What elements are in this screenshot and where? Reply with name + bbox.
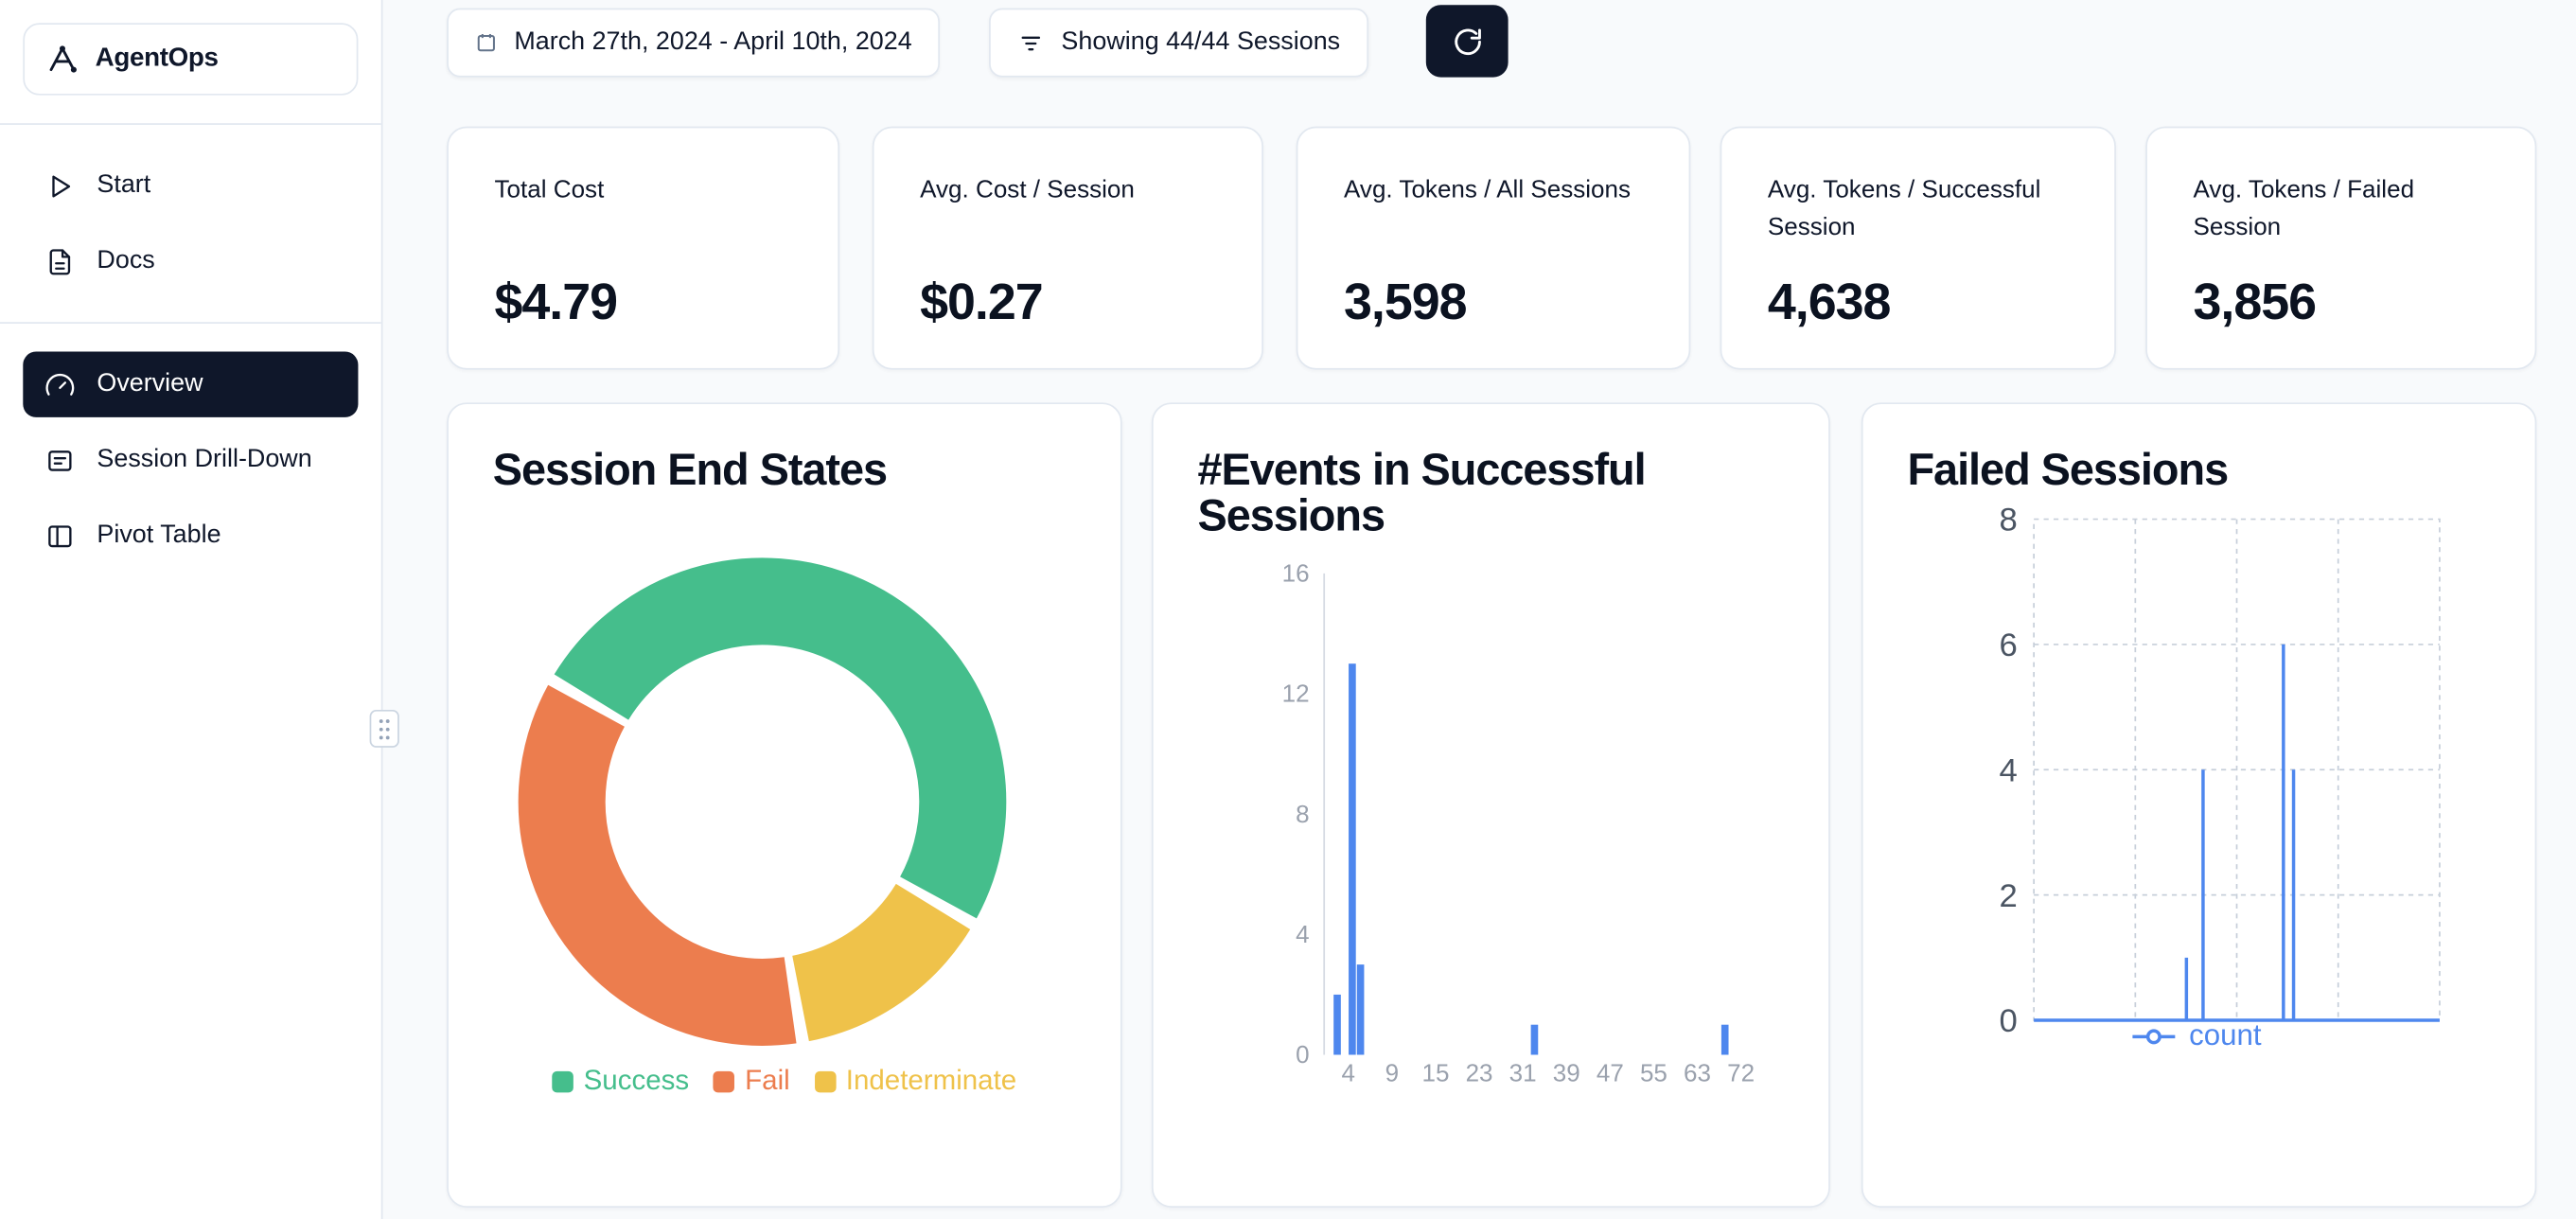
stat-label: Avg. Tokens / Successful Session — [1767, 175, 2041, 242]
app-name: AgentOps — [95, 44, 219, 73]
gauge-icon — [44, 369, 76, 400]
legend-label: Indeterminate — [845, 1064, 1017, 1096]
events-in-successful-sessions-card: #Events in Successful Sessions 0 4 8 12 16 4 9… — [1151, 402, 1830, 1208]
play-icon — [44, 170, 76, 202]
line-legend-marker-icon — [2133, 1028, 2177, 1044]
line-chart-legend[interactable]: count — [1994, 1018, 2400, 1052]
svg-text:55: 55 — [1640, 1058, 1667, 1086]
sidebar-item-session-drill-down[interactable]: Session Drill-Down — [23, 427, 358, 492]
date-range-label: March 27th, 2024 - April 10th, 2024 — [514, 27, 912, 57]
svg-text:4: 4 — [1296, 920, 1309, 948]
svg-text:4: 4 — [1342, 1058, 1355, 1086]
failed-sessions-line-chart: 0 2 4 6 8 — [1999, 506, 2441, 1039]
refresh-button[interactable] — [1425, 5, 1509, 78]
agentops-logo-icon — [44, 41, 80, 77]
svg-text:8: 8 — [1999, 506, 2017, 539]
sessions-filter-button[interactable]: Showing 44/44 Sessions — [989, 8, 1368, 78]
legend-item-success[interactable]: Success — [552, 1064, 690, 1098]
sidebar-nav-top: Start Docs — [0, 152, 381, 293]
svg-text:6: 6 — [1999, 627, 2017, 663]
avg-tokens-failed-session-card: Avg. Tokens / Failed Session 3,856 — [2145, 126, 2537, 370]
session-end-states-donut-chart — [518, 557, 1007, 1046]
svg-text:31: 31 — [1509, 1058, 1537, 1086]
sidebar-item-label: Pivot Table — [97, 521, 221, 549]
legend-item-fail[interactable]: Fail — [714, 1065, 790, 1098]
chart-title: Session End States — [492, 445, 888, 495]
svg-text:4: 4 — [1999, 752, 2017, 788]
sidebar-divider — [0, 123, 381, 125]
sidebar-divider — [0, 322, 381, 324]
svg-text:72: 72 — [1727, 1058, 1755, 1086]
sidebar-resize-handle[interactable] — [369, 709, 399, 748]
failed-sessions-card: Failed Sessions 0 2 4 6 8 count — [1861, 402, 2537, 1208]
svg-text:9: 9 — [1385, 1058, 1399, 1086]
stat-value: $0.27 — [920, 273, 1044, 330]
svg-text:15: 15 — [1422, 1058, 1450, 1086]
avg-tokens-successful-session-card: Avg. Tokens / Successful Session 4,638 — [1720, 126, 2116, 370]
legend-swatch — [552, 1069, 574, 1092]
stat-label: Total Cost — [494, 175, 605, 204]
svg-text:63: 63 — [1684, 1058, 1711, 1086]
stat-label: Avg. Cost / Session — [920, 175, 1135, 204]
logo[interactable]: AgentOps — [23, 23, 359, 96]
svg-text:23: 23 — [1466, 1058, 1493, 1086]
sessions-filter-label: Showing 44/44 Sessions — [1061, 27, 1341, 57]
stat-label: Avg. Tokens / Failed Session — [2193, 175, 2415, 242]
svg-text:2: 2 — [1999, 878, 2017, 914]
sidebar-item-pivot-table[interactable]: Pivot Table — [23, 503, 358, 568]
sidebar-item-label: Docs — [97, 246, 155, 274]
filter-icon — [1017, 28, 1046, 57]
stat-label: Avg. Tokens / All Sessions — [1344, 175, 1632, 204]
svg-text:8: 8 — [1296, 800, 1309, 828]
stat-value: 3,598 — [1344, 273, 1468, 330]
legend-item-indeterminate[interactable]: Indeterminate — [814, 1064, 1017, 1098]
sidebar-item-label: Session Drill-Down — [97, 445, 312, 473]
stat-value: 4,638 — [1767, 273, 1892, 330]
legend-label: Fail — [745, 1064, 790, 1096]
date-range-button[interactable]: March 27th, 2024 - April 10th, 2024 — [447, 8, 941, 78]
sidebar-item-start[interactable]: Start — [23, 152, 358, 218]
calendar-icon — [475, 31, 498, 54]
sidebar-item-label: Overview — [97, 369, 203, 398]
legend-swatch — [714, 1069, 735, 1092]
sidebar-item-label: Start — [97, 170, 151, 200]
stat-value: $4.79 — [494, 273, 619, 330]
refresh-icon — [1452, 26, 1483, 57]
donut-legend: Success Fail Indeterminate — [449, 1065, 1120, 1098]
drill-down-icon — [44, 445, 76, 476]
session-end-states-card: Session End States Success Fail Indeterm… — [447, 402, 1122, 1208]
svg-text:12: 12 — [1282, 680, 1310, 708]
sidebar-item-docs[interactable]: Docs — [23, 228, 358, 293]
svg-text:0: 0 — [1999, 1003, 2017, 1039]
stat-value: 3,856 — [2193, 273, 2318, 330]
grip-dots-icon — [379, 718, 390, 739]
svg-text:0: 0 — [1296, 1040, 1309, 1069]
chart-title: Failed Sessions — [1907, 445, 2229, 495]
sidebar-item-overview[interactable]: Overview — [23, 351, 359, 417]
pivot-table-icon — [44, 520, 76, 551]
svg-text:39: 39 — [1553, 1058, 1580, 1086]
svg-text:47: 47 — [1597, 1058, 1624, 1086]
chart-title: #Events in Successful Sessions — [1197, 445, 1647, 541]
avg-cost-per-session-card: Avg. Cost / Session $0.27 — [872, 126, 1263, 370]
sidebar: AgentOps Start Docs — [0, 0, 383, 1219]
legend-label: Success — [583, 1064, 690, 1096]
sidebar-nav-main: Overview Session Drill-Down Pivot Table — [0, 351, 381, 568]
line-legend-label: count — [2189, 1018, 2262, 1052]
total-cost-card: Total Cost $4.79 — [447, 126, 840, 370]
legend-swatch — [814, 1069, 837, 1092]
avg-tokens-all-sessions-card: Avg. Tokens / All Sessions 3,598 — [1296, 126, 1691, 370]
svg-text:16: 16 — [1282, 560, 1310, 588]
events-bar-chart: 0 4 8 12 16 4 9 15 23 31 39 47 55 63 72 — [1282, 560, 1755, 1086]
docs-icon — [44, 246, 76, 277]
